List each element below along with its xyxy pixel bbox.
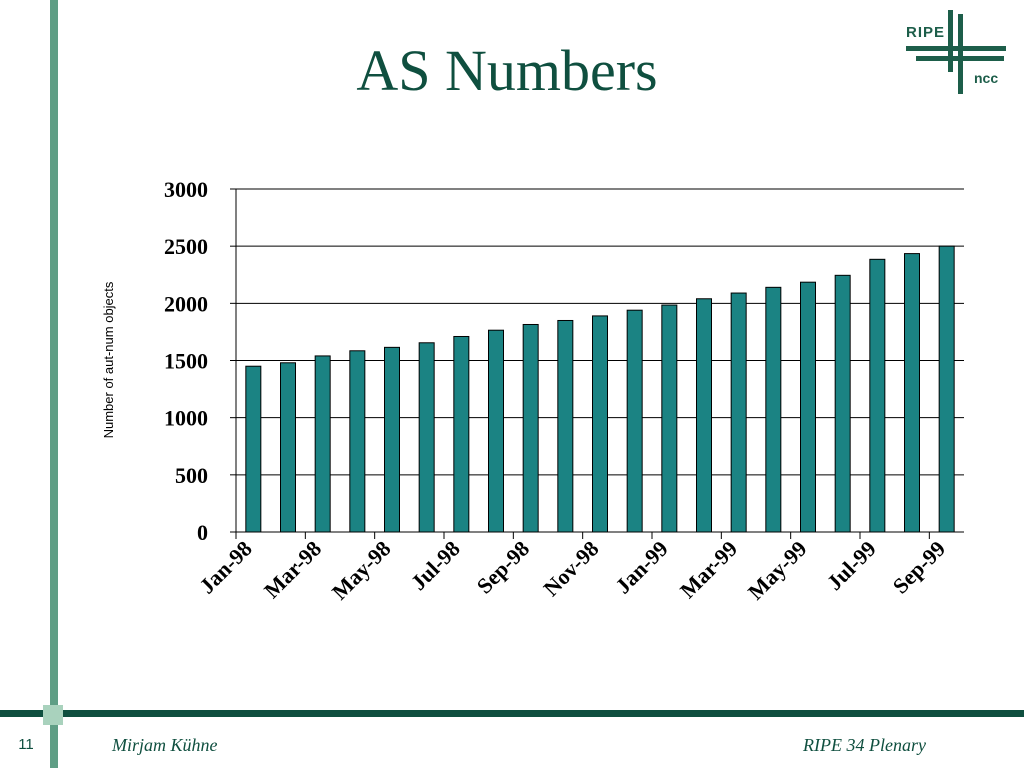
- page-number: 11: [18, 736, 34, 753]
- x-tick-label: Jul-98: [406, 536, 465, 595]
- y-tick-label: 2000: [164, 291, 208, 316]
- footer-author: Mirjam Kühne: [112, 735, 218, 755]
- footer-event: RIPE 34 Plenary: [803, 735, 926, 755]
- bars: [245, 245, 955, 533]
- logo-vertical-bar-2: [958, 14, 963, 94]
- bar: [384, 346, 400, 533]
- logo-horizontal-bar-2: [916, 56, 1004, 61]
- y-tick-label: 0: [197, 520, 208, 545]
- x-tick-label: Nov-98: [538, 536, 603, 601]
- bar: [765, 286, 782, 533]
- x-tick-label: Sep-98: [472, 536, 535, 599]
- x-tick-labels: Jan-98 Mar-98 May-98 Jul-98 Sep-98 Nov-98 Jan-…: [194, 536, 950, 605]
- bar: [488, 329, 504, 533]
- x-tick-label: Jul-99: [822, 536, 881, 595]
- bar: [626, 309, 643, 533]
- bar: [800, 281, 816, 533]
- y-tick-label: 1000: [164, 406, 208, 431]
- bar: [834, 274, 851, 533]
- bar: [904, 253, 920, 533]
- x-tick-label: Jan-99: [610, 536, 673, 599]
- corner-square: [43, 705, 63, 725]
- y-tick-label: 3000: [164, 177, 208, 202]
- x-tick-label: Mar-99: [675, 536, 742, 603]
- y-tick-label: 2500: [164, 234, 208, 259]
- bar: [557, 319, 574, 533]
- x-tick-label: Sep-99: [888, 536, 951, 599]
- bar: [280, 362, 296, 533]
- y-tick-label: 500: [175, 463, 208, 488]
- logo-text-top: RIPE: [906, 24, 946, 41]
- bar: [522, 323, 539, 533]
- ripe-ncc-logo: RIPE ncc: [900, 10, 1010, 100]
- logo-horizontal-bar-1: [906, 46, 1006, 51]
- logo-text-bottom: ncc: [974, 70, 999, 86]
- bar: [938, 245, 955, 533]
- x-tick-label: Mar-98: [259, 536, 326, 603]
- x-tick-label: May-99: [743, 536, 812, 605]
- bar: [696, 298, 712, 533]
- y-tick-label: 1500: [164, 349, 208, 374]
- bar: [418, 342, 435, 533]
- bar: [453, 335, 470, 533]
- bar: [245, 365, 262, 533]
- y-axis-title: Number of aut-num objects: [101, 281, 116, 438]
- left-accent-bar: [50, 0, 58, 768]
- slide-title: AS Numbers: [356, 38, 658, 103]
- logo-vertical-bar-1: [948, 10, 953, 72]
- bar: [592, 315, 608, 533]
- bottom-accent-bar: [0, 710, 1024, 717]
- bar: [869, 258, 886, 533]
- bar: [314, 355, 331, 533]
- bar: [730, 292, 747, 533]
- x-tick-label: Jan-98: [194, 536, 257, 599]
- axes: [230, 188, 964, 539]
- y-tick-labels: 0 500 1000 1500 2000 2500 3000: [164, 177, 208, 545]
- x-tick-label: May-98: [327, 536, 396, 605]
- bar: [349, 350, 366, 533]
- bar: [661, 304, 678, 533]
